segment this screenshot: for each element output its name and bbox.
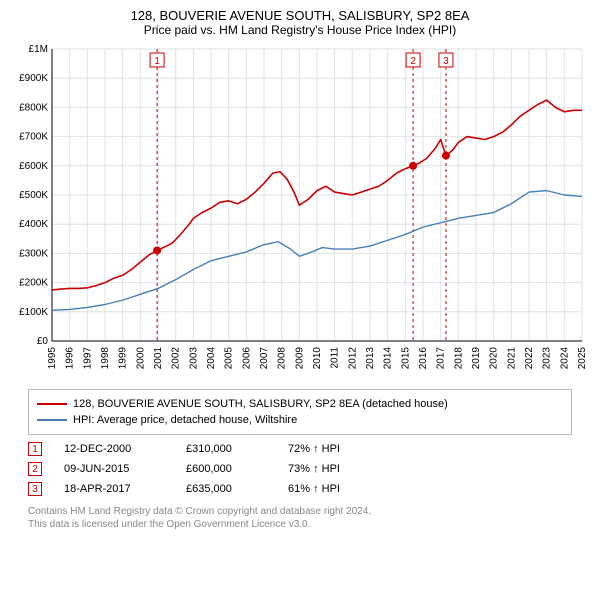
legend-swatch <box>37 403 67 405</box>
svg-text:1998: 1998 <box>100 347 111 370</box>
transaction-hpi: 61% ↑ HPI <box>288 483 388 495</box>
transaction-badge: 3 <box>28 482 42 496</box>
legend-label: 128, BOUVERIE AVENUE SOUTH, SALISBURY, S… <box>73 398 448 410</box>
svg-text:2: 2 <box>410 56 416 67</box>
legend-swatch <box>37 419 67 421</box>
transaction-hpi: 72% ↑ HPI <box>288 443 388 455</box>
svg-text:£700K: £700K <box>19 132 48 143</box>
transaction-date: 12-DEC-2000 <box>64 443 164 455</box>
svg-text:2023: 2023 <box>542 347 553 370</box>
svg-text:2022: 2022 <box>524 347 535 370</box>
attribution-footer: Contains HM Land Registry data © Crown c… <box>28 505 572 531</box>
svg-text:£1M: £1M <box>29 44 48 55</box>
legend-item: 128, BOUVERIE AVENUE SOUTH, SALISBURY, S… <box>37 396 563 412</box>
transaction-price: £310,000 <box>186 443 266 455</box>
svg-text:2007: 2007 <box>259 347 270 370</box>
svg-text:£500K: £500K <box>19 190 48 201</box>
transaction-date: 18-APR-2017 <box>64 483 164 495</box>
svg-text:2006: 2006 <box>241 347 252 370</box>
svg-text:1: 1 <box>154 56 160 67</box>
svg-text:2015: 2015 <box>400 347 411 370</box>
svg-text:2012: 2012 <box>347 347 358 370</box>
chart-subtitle: Price paid vs. HM Land Registry's House … <box>8 23 592 37</box>
svg-text:2002: 2002 <box>171 347 182 370</box>
svg-text:2009: 2009 <box>294 347 305 370</box>
svg-text:2017: 2017 <box>436 347 447 370</box>
svg-text:£400K: £400K <box>19 219 48 230</box>
svg-text:£300K: £300K <box>19 248 48 259</box>
svg-text:£900K: £900K <box>19 73 48 84</box>
svg-text:2021: 2021 <box>506 347 517 370</box>
svg-text:2003: 2003 <box>188 347 199 370</box>
svg-text:2013: 2013 <box>365 347 376 370</box>
footer-line-1: Contains HM Land Registry data © Crown c… <box>28 505 572 518</box>
svg-text:2019: 2019 <box>471 347 482 370</box>
svg-text:3: 3 <box>443 56 449 67</box>
svg-text:2010: 2010 <box>312 347 323 370</box>
svg-text:£600K: £600K <box>19 161 48 172</box>
line-chart: £0 £100K £200K £300K £400K £500K £600K £700K £80… <box>8 43 592 383</box>
svg-text:£800K: £800K <box>19 102 48 113</box>
svg-text:2000: 2000 <box>135 347 146 370</box>
svg-text:2020: 2020 <box>489 347 500 370</box>
legend-item: HPI: Average price, detached house, Wilt… <box>37 412 563 428</box>
svg-text:2008: 2008 <box>277 347 288 370</box>
footer-line-2: This data is licensed under the Open Gov… <box>28 518 572 531</box>
svg-text:1997: 1997 <box>82 347 93 370</box>
svg-text:2005: 2005 <box>224 347 235 370</box>
svg-text:2024: 2024 <box>559 347 570 370</box>
legend-label: HPI: Average price, detached house, Wilt… <box>73 414 297 426</box>
transaction-row: 2 09-JUN-2015 £600,000 73% ↑ HPI <box>28 459 572 479</box>
svg-text:2011: 2011 <box>330 347 341 369</box>
svg-text:2018: 2018 <box>453 347 464 370</box>
svg-text:£0: £0 <box>37 336 49 347</box>
chart-title: 128, BOUVERIE AVENUE SOUTH, SALISBURY, S… <box>8 8 592 23</box>
svg-text:2025: 2025 <box>577 347 588 370</box>
svg-text:2004: 2004 <box>206 347 217 370</box>
svg-text:2016: 2016 <box>418 347 429 370</box>
svg-text:1996: 1996 <box>65 347 76 370</box>
svg-text:£200K: £200K <box>19 278 48 289</box>
transaction-row: 3 18-APR-2017 £635,000 61% ↑ HPI <box>28 479 572 499</box>
svg-text:2014: 2014 <box>383 347 394 370</box>
svg-text:2001: 2001 <box>153 347 164 370</box>
chart-area: £0 £100K £200K £300K £400K £500K £600K £700K £80… <box>8 43 592 383</box>
legend: 128, BOUVERIE AVENUE SOUTH, SALISBURY, S… <box>28 389 572 435</box>
transaction-badge: 2 <box>28 462 42 476</box>
transaction-date: 09-JUN-2015 <box>64 463 164 475</box>
transaction-row: 1 12-DEC-2000 £310,000 72% ↑ HPI <box>28 439 572 459</box>
transaction-price: £600,000 <box>186 463 266 475</box>
transaction-badge: 1 <box>28 442 42 456</box>
svg-text:1999: 1999 <box>118 347 129 370</box>
transaction-hpi: 73% ↑ HPI <box>288 463 388 475</box>
svg-text:1995: 1995 <box>47 347 58 370</box>
transaction-price: £635,000 <box>186 483 266 495</box>
svg-text:£100K: £100K <box>19 307 48 318</box>
transactions-table: 1 12-DEC-2000 £310,000 72% ↑ HPI 2 09-JUN-201… <box>28 439 572 499</box>
